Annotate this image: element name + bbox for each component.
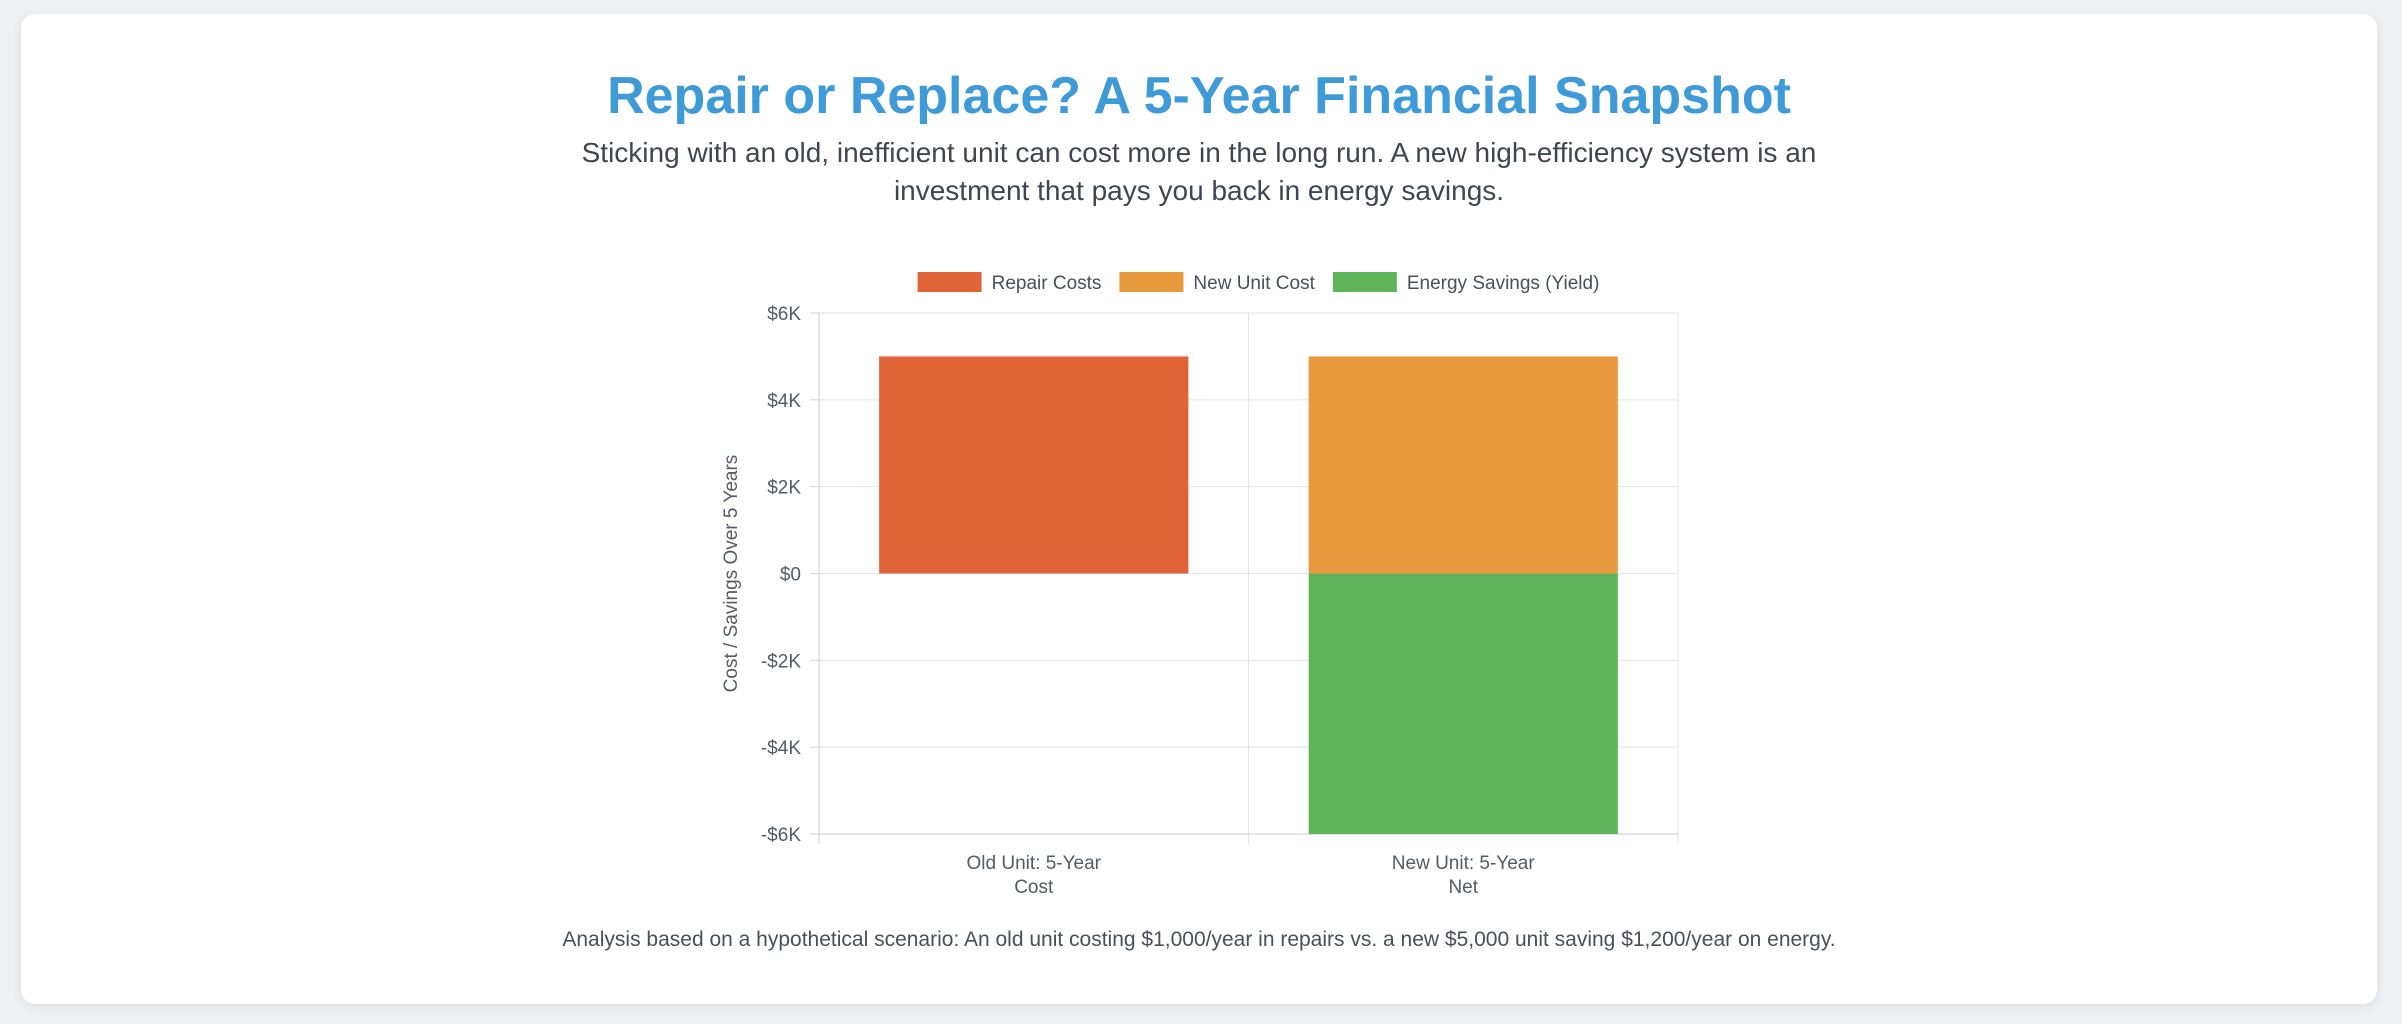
- legend-label-repair-costs: Repair Costs: [992, 273, 1102, 294]
- y-tick-label: -$2K: [761, 651, 801, 672]
- legend-label-energy-savings-yield: Energy Savings (Yield): [1407, 273, 1600, 294]
- page-subtitle: Sticking with an old, inefficient unit c…: [581, 137, 1817, 206]
- y-tick-label: $0: [780, 565, 801, 586]
- content-card: Repair or Replace? A 5-Year Financial Sn…: [21, 14, 2377, 1004]
- y-tick-label: $4K: [767, 391, 801, 412]
- y-tick-label: -$4K: [761, 738, 801, 759]
- page-title: Repair or Replace? A 5-Year Financial Sn…: [607, 67, 1791, 125]
- legend-swatch-repair-costs: [917, 272, 982, 292]
- bar-energy-savings-yield: [1308, 573, 1618, 834]
- legend-label-new-unit-cost: New Unit Cost: [1193, 273, 1315, 294]
- legend-swatch-new-unit-cost: [1119, 272, 1184, 292]
- y-axis-title: Cost / Savings Over 5 Years: [721, 455, 742, 693]
- x-tick-label: Net: [1448, 877, 1478, 898]
- x-tick-label: Old Unit: 5-Year: [967, 853, 1102, 874]
- bar-chart: $6K $4K $2K $0 -$2K -$4K -$6K Old Unit: 5-Year C…: [721, 272, 1679, 898]
- analysis-footnote: Analysis based on a hypothetical scenari…: [562, 928, 1836, 951]
- y-tick-label: -$6K: [761, 825, 801, 846]
- x-tick-label: Cost: [1014, 877, 1054, 898]
- bar-repair-costs: [879, 356, 1189, 574]
- x-tick-label: New Unit: 5-Year: [1392, 853, 1536, 874]
- bar-new-unit-cost: [1308, 356, 1618, 574]
- y-tick-label: $2K: [767, 478, 801, 499]
- legend-swatch-energy-savings-yield: [1332, 272, 1397, 292]
- y-tick-label: $6K: [767, 304, 801, 325]
